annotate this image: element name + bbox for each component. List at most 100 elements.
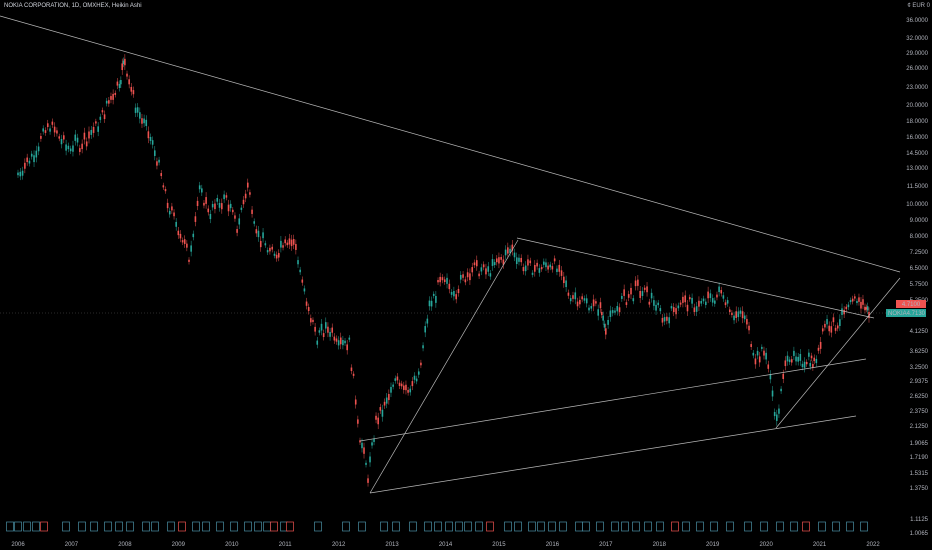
candle-body <box>536 262 538 267</box>
y-tick-label: 8.0000 <box>910 234 929 240</box>
candle-body <box>166 202 169 209</box>
y-tick-label: 4.1250 <box>910 329 929 335</box>
candle-body <box>240 207 243 210</box>
trendline <box>369 415 857 494</box>
candle-body <box>746 318 748 325</box>
candle-body <box>464 279 467 283</box>
candle-body <box>318 330 321 333</box>
candle-body <box>469 273 471 281</box>
candle-body <box>264 243 267 246</box>
candle-body <box>17 172 19 176</box>
candle-body <box>221 203 223 210</box>
candle-body <box>134 107 137 113</box>
candle-body <box>58 136 61 139</box>
candle-body <box>551 266 554 270</box>
event-markers <box>6 521 868 532</box>
candle-body <box>271 246 274 250</box>
candle-body <box>314 326 316 332</box>
x-tick-label: 2014 <box>439 542 453 548</box>
candle-body <box>813 357 816 362</box>
candle-body <box>46 123 49 128</box>
candle-body <box>531 272 534 275</box>
candle-body <box>491 259 494 266</box>
candle-body <box>809 362 812 367</box>
event-marker-icon <box>621 521 629 532</box>
candle-body <box>819 341 822 349</box>
candle-body <box>799 353 802 361</box>
x-tick-label: 2008 <box>118 542 132 548</box>
candle-body <box>322 333 325 338</box>
candles-layer <box>17 54 870 487</box>
candle-body <box>354 399 357 405</box>
candle-body <box>733 315 735 321</box>
y-tick-label: 1.3750 <box>910 486 929 492</box>
candle-body <box>236 229 238 233</box>
candle-body <box>244 193 247 199</box>
candle-body <box>618 307 621 313</box>
y-tick-label: 1.0065 <box>910 531 929 537</box>
candle-body <box>659 308 662 312</box>
y-tick-label: 32.0000 <box>906 36 928 42</box>
candle-body <box>630 287 632 295</box>
event-marker-icon <box>696 521 704 532</box>
candle-body <box>288 238 291 245</box>
candle-body <box>646 286 648 293</box>
last-price-value: 4.7100 <box>902 302 921 308</box>
candle-body <box>424 326 426 333</box>
candle-body <box>383 401 386 406</box>
y-tick-label: 5.7500 <box>910 282 929 288</box>
candle-body <box>750 344 752 347</box>
candle-body <box>312 319 314 322</box>
candle-body <box>754 358 757 365</box>
candle-body <box>201 188 203 193</box>
candle-body <box>534 264 536 272</box>
y-tick-label: 29.0000 <box>906 51 928 57</box>
y-tick-label: 10.0000 <box>906 202 928 208</box>
candle-body <box>381 409 384 417</box>
candle-body <box>720 290 723 294</box>
candle-body <box>335 338 338 342</box>
y-tick-label: 1.5315 <box>910 471 929 477</box>
candle-body <box>392 384 394 387</box>
y-tick-label: 16.0000 <box>906 135 928 141</box>
candle-body <box>832 317 835 323</box>
symbol-price-tag <box>886 309 926 317</box>
candle-body <box>51 121 54 125</box>
candle-body <box>509 248 511 253</box>
event-marker-icon <box>559 521 567 532</box>
candle-body <box>432 293 435 296</box>
candle-body <box>585 298 588 304</box>
candle-body <box>466 272 469 278</box>
time-axis: 2006 2007 2008 2009 2010 2011 2012 2013 2014 2015… <box>11 542 880 548</box>
candle-body <box>56 130 58 134</box>
candle-body <box>864 306 866 311</box>
y-tick-label: 3.2500 <box>910 365 929 371</box>
candle-body <box>305 301 308 306</box>
candle-body <box>834 327 837 331</box>
event-marker-icon <box>424 521 432 532</box>
candle-body <box>411 381 414 387</box>
candle-body <box>136 107 139 113</box>
candle-body <box>513 252 516 258</box>
event-marker-icon <box>656 521 664 532</box>
candle-body <box>162 185 165 188</box>
candle-body <box>543 261 545 265</box>
candle-body <box>805 361 808 365</box>
candle-body <box>28 160 31 164</box>
event-marker-icon <box>582 521 590 532</box>
candle-body <box>342 340 344 346</box>
candle-body <box>498 257 500 264</box>
candle-body <box>670 306 673 309</box>
candle-body <box>320 323 323 331</box>
event-marker-icon <box>760 521 768 532</box>
x-tick-label: 2013 <box>385 542 399 548</box>
candle-body <box>679 302 682 305</box>
candle-body <box>179 233 182 239</box>
y-tick-label: 11.5000 <box>907 184 929 190</box>
candle-body <box>251 209 253 214</box>
trendline <box>369 239 519 494</box>
candle-body <box>457 288 460 294</box>
candle-body <box>297 260 299 265</box>
candle-body <box>67 145 70 150</box>
